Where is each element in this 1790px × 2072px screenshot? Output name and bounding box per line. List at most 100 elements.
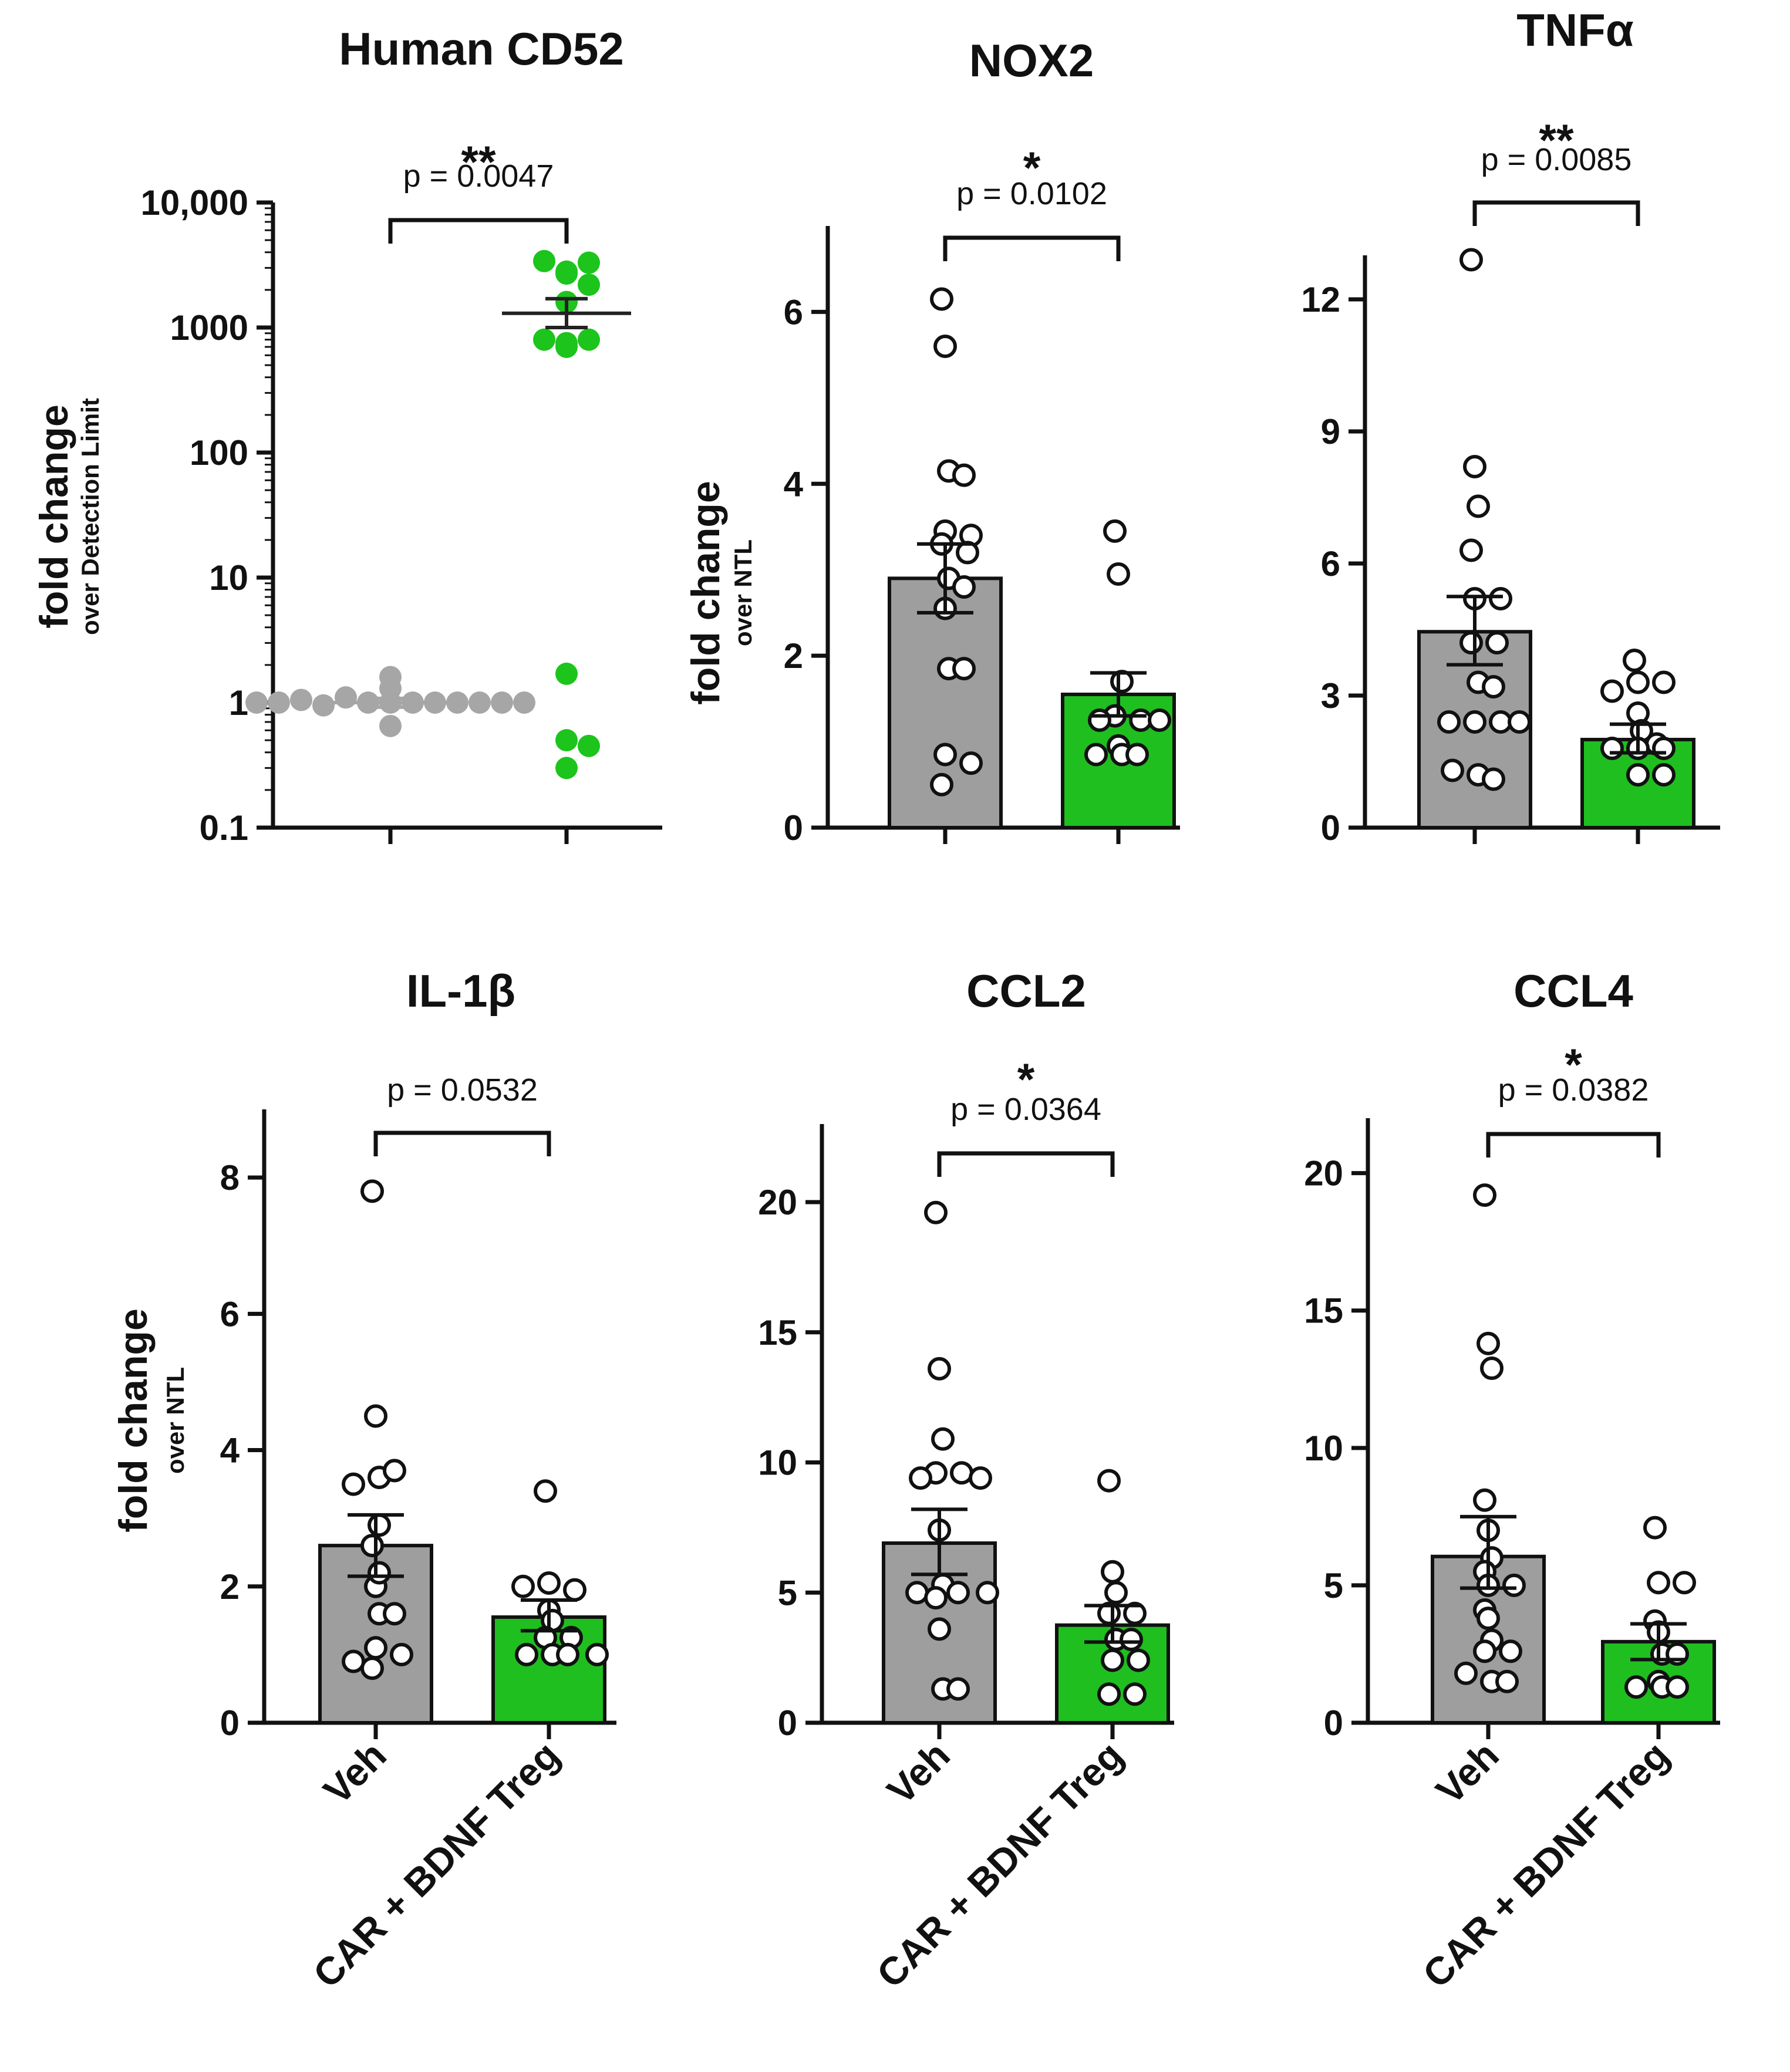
data-point (290, 689, 312, 711)
chart-title: TNFα (1516, 4, 1634, 56)
data-point (952, 657, 976, 681)
data-point (1148, 708, 1171, 732)
data-point (1123, 1682, 1147, 1706)
data-point (1499, 1639, 1522, 1663)
data-point (1502, 1573, 1526, 1597)
y-tick-label: 5 (778, 1573, 797, 1612)
data-point (360, 1534, 384, 1558)
data-point (1125, 743, 1149, 767)
data-point (1123, 1601, 1147, 1625)
p-value-label: p = 0.0382 (1498, 1072, 1649, 1108)
data-point (1652, 737, 1676, 760)
p-value-label: p = 0.0532 (387, 1072, 538, 1108)
y-tick-label: 6 (784, 292, 803, 332)
y-tick-label: 20 (758, 1183, 797, 1222)
data-point (537, 1571, 561, 1595)
data-point (1626, 670, 1650, 694)
data-point (1120, 1628, 1143, 1652)
y-tick-label: 6 (220, 1294, 240, 1334)
y-axis-sublabel: over NTL (729, 539, 757, 646)
y-axis-label: fold change (683, 481, 728, 705)
y-tick-label: 0 (1321, 808, 1340, 848)
data-point (1600, 679, 1624, 703)
data-point (1097, 1469, 1121, 1493)
data-point (563, 1578, 586, 1602)
data-point (1473, 1488, 1496, 1512)
y-tick-label: 2 (220, 1567, 240, 1607)
data-point (952, 575, 976, 599)
data-point (969, 1466, 992, 1490)
significance-bracket (373, 1131, 551, 1156)
data-point (1097, 1682, 1121, 1706)
y-tick-label: 10,000 (140, 183, 248, 222)
data-point (1489, 710, 1512, 734)
data-point (446, 691, 468, 714)
y-tick-label: 15 (1304, 1291, 1343, 1331)
y-tick-label: 1000 (170, 308, 248, 347)
data-point (1084, 743, 1108, 767)
data-point (555, 729, 578, 752)
chart-panel-3: TNFα 0 3 6 9 12 p = 0.0085** (1301, 4, 1720, 848)
y-tick-label: 3 (1321, 676, 1340, 716)
p-value-label: p = 0.0047 (403, 158, 554, 194)
y-tick-label: 0 (1324, 1703, 1343, 1743)
data-point (1489, 587, 1512, 610)
data-point (1652, 763, 1676, 787)
y-tick-label: 10 (758, 1443, 797, 1483)
data-point (924, 1586, 948, 1610)
significance-bracket (1472, 200, 1640, 226)
data-point (1623, 649, 1646, 672)
data-point (1107, 562, 1130, 586)
data-point (946, 1581, 970, 1605)
data-point (511, 1574, 535, 1598)
data-point (1477, 1607, 1500, 1631)
data-point (379, 677, 402, 700)
data-point (383, 1602, 406, 1626)
data-point (1103, 519, 1127, 543)
y-tick-label: 2 (784, 636, 803, 676)
data-point (513, 691, 535, 714)
data-point (928, 1356, 951, 1381)
data-point (909, 1466, 932, 1490)
significance-bracket (1486, 1132, 1661, 1158)
data-point (555, 260, 578, 283)
data-point (1624, 1675, 1648, 1699)
significance-stars: ** (1539, 116, 1574, 166)
significance-stars: * (1017, 1055, 1035, 1105)
data-point (1463, 455, 1486, 478)
data-point (555, 662, 578, 685)
y-tick-label: 12 (1301, 280, 1340, 319)
y-tick-label: 20 (1304, 1154, 1343, 1193)
data-point (578, 734, 600, 757)
category-label-veh: Veh (315, 1733, 395, 1813)
data-point (1652, 670, 1676, 694)
data-point (1129, 708, 1152, 732)
data-point (1101, 1560, 1124, 1584)
chart-title: CCL2 (966, 965, 1086, 1017)
y-tick-label: 8 (220, 1158, 240, 1197)
data-point (368, 1561, 391, 1585)
y-tick-label: 10 (1304, 1429, 1343, 1468)
data-point (534, 1479, 557, 1503)
data-point (360, 1656, 384, 1680)
bar-treg (491, 1615, 606, 1725)
y-axis-sublabel: over Detection Limit (76, 398, 104, 635)
data-point (578, 328, 600, 351)
y-tick-label: 10 (209, 558, 248, 598)
y-tick-label: 5 (1324, 1566, 1343, 1605)
data-point (390, 1642, 413, 1666)
p-value-label: p = 0.0364 (950, 1092, 1101, 1127)
y-tick-label: 0.1 (200, 808, 248, 848)
data-point (368, 1513, 391, 1537)
data-point (268, 691, 290, 714)
data-point (1508, 710, 1531, 734)
data-point (933, 335, 957, 358)
data-point (1437, 710, 1461, 734)
data-point (1495, 1669, 1519, 1693)
data-point (905, 1581, 929, 1605)
data-point (555, 332, 578, 355)
y-tick-label: 0 (778, 1703, 797, 1743)
data-point (533, 249, 555, 272)
data-point (930, 287, 953, 311)
